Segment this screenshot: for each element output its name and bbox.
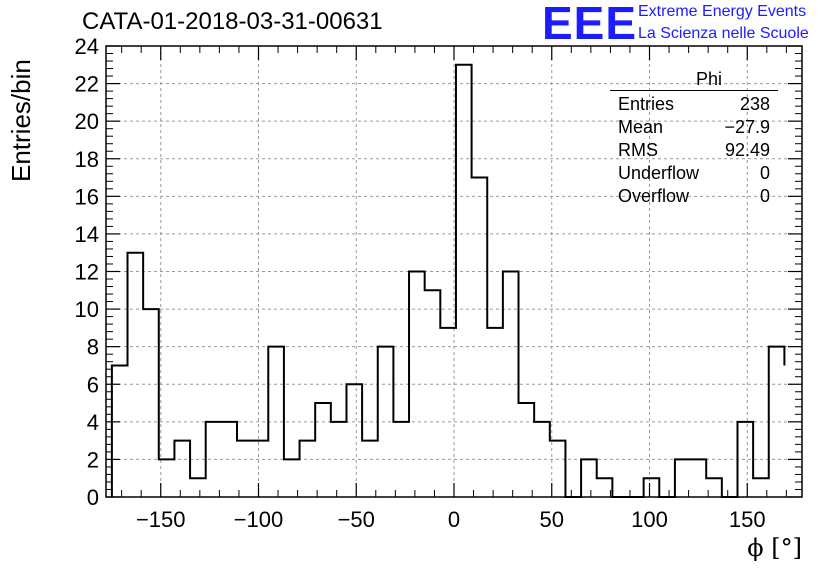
- histogram-bin: [300, 441, 316, 497]
- x-tick-label: 150: [729, 507, 766, 532]
- y-tick-label: 18: [75, 147, 99, 172]
- y-tick-label: 12: [75, 260, 99, 285]
- histogram-bin: [128, 253, 144, 497]
- histogram-bin: [393, 422, 409, 497]
- stats-row-rms: RMS 92.49: [610, 139, 778, 162]
- eee-logo-line2: La Scienza nelle Scuole: [638, 25, 809, 42]
- histogram-bin: [315, 403, 331, 497]
- histogram-bin: [331, 422, 347, 497]
- stats-label: Underflow: [618, 163, 700, 183]
- histogram-bin: [503, 272, 519, 498]
- stats-row-underflow: Underflow 0: [610, 162, 778, 185]
- histogram-bin: [409, 272, 425, 498]
- histogram-bin: [440, 328, 456, 497]
- x-tick-label: 50: [540, 507, 564, 532]
- histogram-bin: [190, 478, 206, 497]
- stats-value: 0: [759, 163, 770, 183]
- y-tick-label: 8: [87, 335, 99, 360]
- y-tick-label: 2: [87, 447, 99, 472]
- stats-label: Entries: [618, 94, 675, 114]
- x-axis-label: ϕ [°]: [747, 534, 802, 562]
- histogram-bin: [456, 65, 472, 497]
- y-axis-label: Entries/bin: [6, 59, 36, 182]
- histogram-bin: [378, 347, 394, 497]
- stats-label: Overflow: [618, 186, 690, 206]
- stats-row-entries: Entries 238: [610, 93, 778, 116]
- histogram-bin: [174, 441, 190, 497]
- histogram-bin: [268, 347, 284, 497]
- histogram-bin: [143, 309, 159, 497]
- histogram-bin: [237, 441, 253, 497]
- stats-value: 0: [759, 186, 770, 206]
- histogram-bin: [425, 290, 441, 497]
- x-tick-label: −100: [234, 507, 284, 532]
- histogram-bin: [691, 459, 707, 497]
- histogram-bin: [362, 441, 378, 497]
- histogram-outline: [110, 63, 786, 498]
- stats-title: Phi: [695, 69, 722, 89]
- y-tick-label: 0: [87, 485, 99, 510]
- histogram: [110, 63, 786, 498]
- histogram-bin: [346, 384, 362, 497]
- stats-box: Phi Entries 238 Mean −27.9 RMS 92.49 Und…: [610, 68, 778, 208]
- stats-row-mean: Mean −27.9: [610, 116, 778, 139]
- axis-ticks: [106, 45, 802, 498]
- x-tick-label: −150: [136, 507, 186, 532]
- x-tick-label: −50: [338, 507, 375, 532]
- histogram-bin: [206, 422, 222, 497]
- histogram-bin: [487, 328, 503, 497]
- x-tick-label: 0: [448, 507, 460, 532]
- stats-row-overflow: Overflow 0: [610, 185, 778, 208]
- tick-labels: −150 −100 −50 0 50 100 15002468101214161820222…: [75, 34, 766, 532]
- eee-logo: EEE: [542, 0, 638, 49]
- stats-label: Mean: [618, 117, 664, 137]
- histogram-bin: [472, 178, 488, 497]
- histogram-bin: [253, 441, 269, 497]
- stats-value: 238: [739, 94, 770, 114]
- stats-value: −27.9: [724, 117, 770, 137]
- y-tick-label: 20: [75, 109, 99, 134]
- chart-title: CATA-01-2018-03-31-00631: [82, 8, 383, 35]
- y-tick-label: 14: [75, 222, 99, 247]
- y-tick-label: 6: [87, 372, 99, 397]
- stats-divider: [610, 90, 778, 91]
- histogram-bin: [112, 365, 128, 497]
- stats-value: 92.49: [724, 140, 770, 160]
- eee-logo-line1: Extreme Energy Events: [638, 3, 807, 20]
- y-tick-label: 10: [75, 297, 99, 322]
- y-tick-label: 16: [75, 184, 99, 209]
- histogram-bin: [221, 422, 237, 497]
- y-tick-label: 22: [75, 72, 99, 97]
- histogram-bin: [519, 403, 535, 497]
- stats-label: RMS: [618, 140, 658, 160]
- y-tick-label: 4: [87, 410, 99, 435]
- histogram-bin: [769, 347, 785, 497]
- histogram-bin: [644, 478, 660, 497]
- histogram-bin: [737, 422, 753, 497]
- plot-frame: [105, 45, 803, 498]
- y-tick-label: 24: [75, 34, 99, 59]
- histogram-bin: [581, 459, 597, 497]
- x-tick-label: 100: [631, 507, 668, 532]
- histogram-bin: [534, 422, 550, 497]
